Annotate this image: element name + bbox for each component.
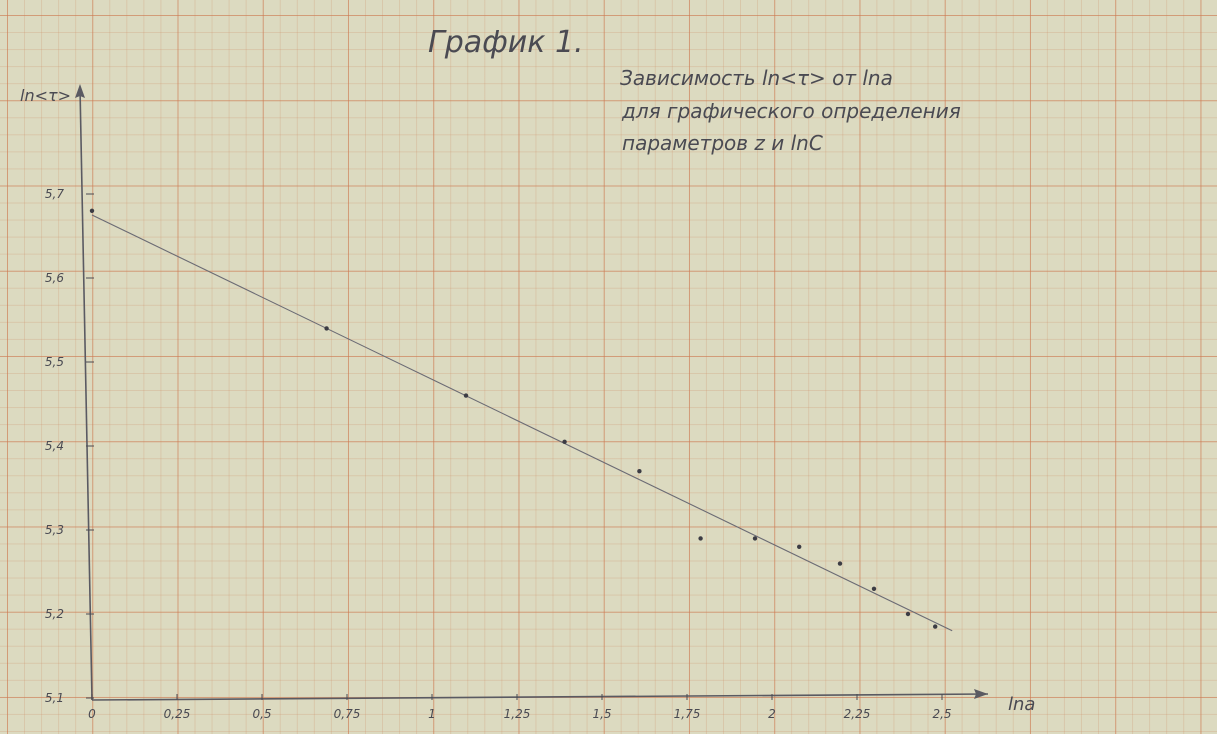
y-tick-labels: 5,1 5,2 5,3 5,4 5,5 5,6 5,7 bbox=[45, 187, 94, 705]
data-point bbox=[698, 536, 703, 541]
x-tick-label: 0,25 bbox=[164, 707, 191, 721]
x-tick-label: 1,25 bbox=[504, 707, 531, 721]
data-point bbox=[463, 393, 469, 398]
x-tick-label: 1 bbox=[428, 707, 436, 721]
x-tick-label: 0 bbox=[88, 707, 96, 721]
data-point bbox=[797, 544, 802, 549]
chart-title: График 1. bbox=[428, 25, 584, 60]
chart-subtitle-line-3: параметров z и lnC bbox=[622, 131, 823, 155]
fit-line bbox=[91, 214, 953, 632]
data-point bbox=[562, 439, 567, 444]
x-tick-label: 2 bbox=[768, 707, 776, 721]
data-point bbox=[837, 561, 843, 566]
data-point bbox=[933, 624, 938, 629]
x-tick-label: 2,25 bbox=[844, 707, 871, 721]
x-axis-arrow bbox=[974, 689, 988, 699]
x-tick-label: 1,5 bbox=[592, 707, 611, 721]
x-tick-label: 1,75 bbox=[674, 707, 701, 721]
x-tick-label: 0,75 bbox=[334, 707, 361, 721]
data-point bbox=[752, 536, 758, 541]
x-axis bbox=[91, 693, 989, 701]
y-axis-label: ln<τ> bbox=[20, 86, 71, 105]
data-point bbox=[637, 469, 642, 474]
y-tick-label: 5,5 bbox=[45, 355, 64, 369]
x-tick-label: 0,5 bbox=[252, 707, 271, 721]
data-point bbox=[871, 586, 877, 591]
y-tick-label: 5,2 bbox=[45, 607, 64, 621]
y-tick-label: 5,6 bbox=[45, 271, 64, 285]
data-point bbox=[324, 326, 329, 331]
data-point bbox=[905, 611, 911, 617]
y-tick-label: 5,3 bbox=[45, 523, 64, 537]
x-axis-label: lna bbox=[1008, 694, 1035, 715]
x-tick-label: 2,5 bbox=[932, 707, 951, 721]
fit-line-group bbox=[91, 214, 953, 632]
y-tick-label: 5,7 bbox=[45, 187, 64, 201]
x-tick-labels: 0 0,25 0,5 0,75 1 1,25 1,5 1,75 2 2,25 2,5 bbox=[88, 694, 952, 721]
y-axis-arrow bbox=[75, 84, 85, 98]
data-points bbox=[89, 208, 938, 629]
axes bbox=[75, 84, 989, 701]
data-point bbox=[89, 208, 95, 213]
chart-subtitle-line-1: Зависимость ln<τ> от lna bbox=[620, 66, 893, 90]
chart-subtitle-line-2: для графического определения bbox=[621, 99, 961, 123]
y-tick-label: 5,1 bbox=[45, 691, 64, 705]
y-axis bbox=[79, 87, 93, 701]
y-tick-label: 5,4 bbox=[45, 439, 64, 453]
